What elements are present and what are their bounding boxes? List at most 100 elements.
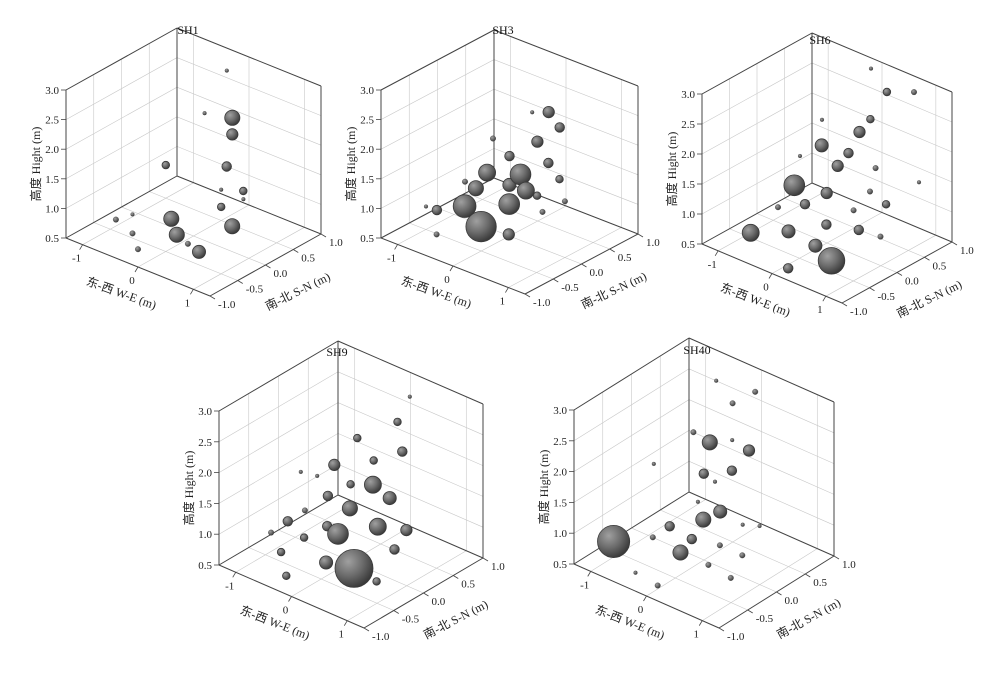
y-tick-label: -1.0 [372, 631, 390, 643]
y-tick [524, 293, 531, 298]
data-point [393, 417, 402, 427]
x-tick-label: -1 [387, 252, 396, 264]
data-point [382, 491, 397, 506]
y-tick-label: 0.0 [590, 267, 604, 279]
x-tick-label: 0 [283, 605, 289, 617]
data-point [872, 165, 879, 172]
x-tick [768, 273, 773, 279]
axes: 0.51.01.52.02.53.0-101 -1.0-0.50.00.51.0高… [536, 337, 856, 643]
y-tick-label: 1.0 [646, 237, 660, 249]
z-tick-label: 0.5 [681, 239, 695, 251]
z-tick-label: 1.5 [45, 174, 59, 186]
z-gridline [573, 368, 835, 442]
y-tick-label: 1.0 [960, 245, 974, 257]
panel-sh3: 0.51.01.52.02.53.0-101 -1.0-0.50.00.51.0高… [343, 23, 660, 312]
panel-sh40: 0.51.01.52.02.53.0-101 -1.0-0.50.00.51.0高… [536, 337, 856, 643]
grid-lines [573, 337, 835, 629]
data-point [882, 87, 892, 97]
data-point [831, 159, 844, 172]
y-tick-label: -1.0 [850, 306, 868, 318]
data-point [478, 163, 497, 182]
data-point [353, 433, 362, 443]
data-point [161, 160, 170, 170]
data-point [346, 480, 355, 489]
x-tick [79, 244, 83, 250]
data-point [241, 197, 246, 202]
y-tick-label: -0.5 [402, 614, 420, 626]
data-point [299, 533, 309, 542]
y-tick [833, 555, 840, 560]
data-point [817, 247, 846, 275]
y-tick [581, 263, 587, 268]
y-tick-label: 0.0 [274, 268, 288, 280]
data-point [695, 499, 700, 504]
y-tick-label: -0.5 [878, 291, 896, 303]
data-point [850, 207, 857, 214]
data-point [740, 522, 745, 527]
z-tick-label: 0.5 [360, 233, 374, 245]
y-tick [637, 233, 644, 238]
floor-gridline [660, 509, 806, 575]
data-point [301, 507, 308, 514]
z-gridline [65, 175, 322, 239]
x-tick [190, 289, 194, 295]
data-point [739, 552, 746, 559]
data-point [757, 523, 762, 529]
z-tick-label: 2.5 [360, 115, 374, 127]
axis-line [218, 494, 339, 566]
z-tick-label: 1.5 [360, 174, 374, 186]
z-tick-label: 2.5 [553, 436, 567, 448]
data-point [713, 504, 728, 519]
floor-gridline [93, 222, 238, 281]
axis-line [493, 29, 639, 87]
axis-line [688, 491, 835, 557]
floor-gridline [308, 512, 454, 576]
floor-gridline [149, 191, 294, 250]
chart-title: SH3 [492, 23, 513, 37]
y-tick-label: 0.5 [813, 577, 827, 589]
y-tick [363, 627, 370, 632]
data-point [741, 223, 760, 242]
data-point [690, 429, 697, 436]
data-point [729, 400, 736, 407]
y-tick [951, 241, 958, 246]
x-tick [714, 250, 719, 257]
y-tick [896, 272, 903, 276]
chart-title: SH6 [809, 33, 830, 47]
data-point [498, 193, 521, 215]
data-point [129, 230, 136, 237]
data-point [701, 434, 718, 451]
data-point [504, 150, 515, 162]
data-point [431, 204, 443, 216]
data-point [867, 188, 873, 195]
chart-title: SH40 [683, 343, 710, 357]
z-axis-label: 高度 Hight (m) [664, 132, 679, 207]
x-tick-label: 0 [129, 275, 135, 287]
x-tick [232, 572, 237, 578]
x-axis-label: 东-西 W-E (m) [593, 602, 666, 642]
data-point [853, 125, 866, 139]
data-point [224, 68, 229, 73]
z-gridline [218, 371, 484, 443]
data-point [433, 231, 440, 238]
y-tick [776, 591, 782, 596]
data-point [490, 135, 496, 142]
data-point [224, 218, 241, 235]
y-tick-label: 0.0 [905, 276, 919, 288]
axis-line [176, 27, 322, 87]
z-tick-label: 2.0 [198, 468, 212, 480]
z-tick-label: 1.0 [681, 209, 695, 221]
y-tick-label: -1.0 [218, 299, 236, 311]
z-tick-label: 0.5 [198, 560, 212, 572]
y-tick-label: 0.5 [461, 579, 475, 591]
x-tick-label: 0 [763, 282, 769, 294]
panel-sh9: 0.51.01.52.02.53.0-101 -1.0-0.50.00.51.0高… [181, 340, 505, 643]
data-point [819, 117, 825, 122]
data-point [916, 180, 922, 185]
data-point [742, 444, 756, 457]
y-tick-label: 0.5 [301, 253, 315, 265]
axis-line [176, 175, 322, 235]
axis-line [380, 29, 495, 91]
axes: 0.51.01.52.02.53.0-101 -1.0-0.50.00.51.0高… [28, 27, 343, 313]
y-tick [320, 233, 327, 238]
